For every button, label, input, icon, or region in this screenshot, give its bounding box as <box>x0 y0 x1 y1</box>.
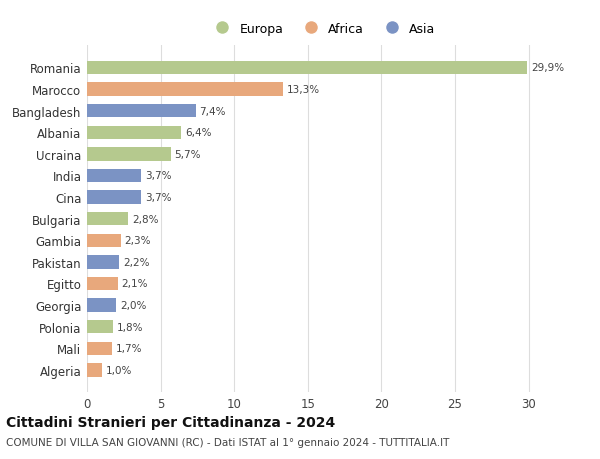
Bar <box>87 62 527 75</box>
Bar <box>87 299 116 312</box>
Text: 13,3%: 13,3% <box>286 85 320 95</box>
Bar <box>87 320 113 334</box>
Bar <box>87 364 102 377</box>
Text: COMUNE DI VILLA SAN GIOVANNI (RC) - Dati ISTAT al 1° gennaio 2024 - TUTTITALIA.I: COMUNE DI VILLA SAN GIOVANNI (RC) - Dati… <box>6 437 449 447</box>
Text: 1,0%: 1,0% <box>106 365 132 375</box>
Bar <box>87 191 142 204</box>
Text: 7,4%: 7,4% <box>200 106 226 117</box>
Bar <box>87 234 121 247</box>
Text: 2,2%: 2,2% <box>123 257 149 267</box>
Bar <box>87 256 119 269</box>
Bar <box>87 83 283 96</box>
Bar <box>87 148 171 161</box>
Text: 2,1%: 2,1% <box>122 279 148 289</box>
Text: 2,0%: 2,0% <box>120 300 146 310</box>
Bar <box>87 105 196 118</box>
Text: Cittadini Stranieri per Cittadinanza - 2024: Cittadini Stranieri per Cittadinanza - 2… <box>6 415 335 429</box>
Legend: Europa, Africa, Asia: Europa, Africa, Asia <box>205 17 440 40</box>
Text: 3,7%: 3,7% <box>145 193 172 202</box>
Bar <box>87 342 112 355</box>
Text: 3,7%: 3,7% <box>145 171 172 181</box>
Text: 2,8%: 2,8% <box>132 214 158 224</box>
Text: 5,7%: 5,7% <box>175 150 201 160</box>
Text: 1,7%: 1,7% <box>116 343 142 353</box>
Text: 6,4%: 6,4% <box>185 128 211 138</box>
Bar <box>87 126 181 140</box>
Bar <box>87 213 128 226</box>
Bar <box>87 277 118 291</box>
Text: 1,8%: 1,8% <box>117 322 143 332</box>
Text: 29,9%: 29,9% <box>531 63 564 73</box>
Text: 2,3%: 2,3% <box>125 236 151 246</box>
Bar <box>87 169 142 183</box>
